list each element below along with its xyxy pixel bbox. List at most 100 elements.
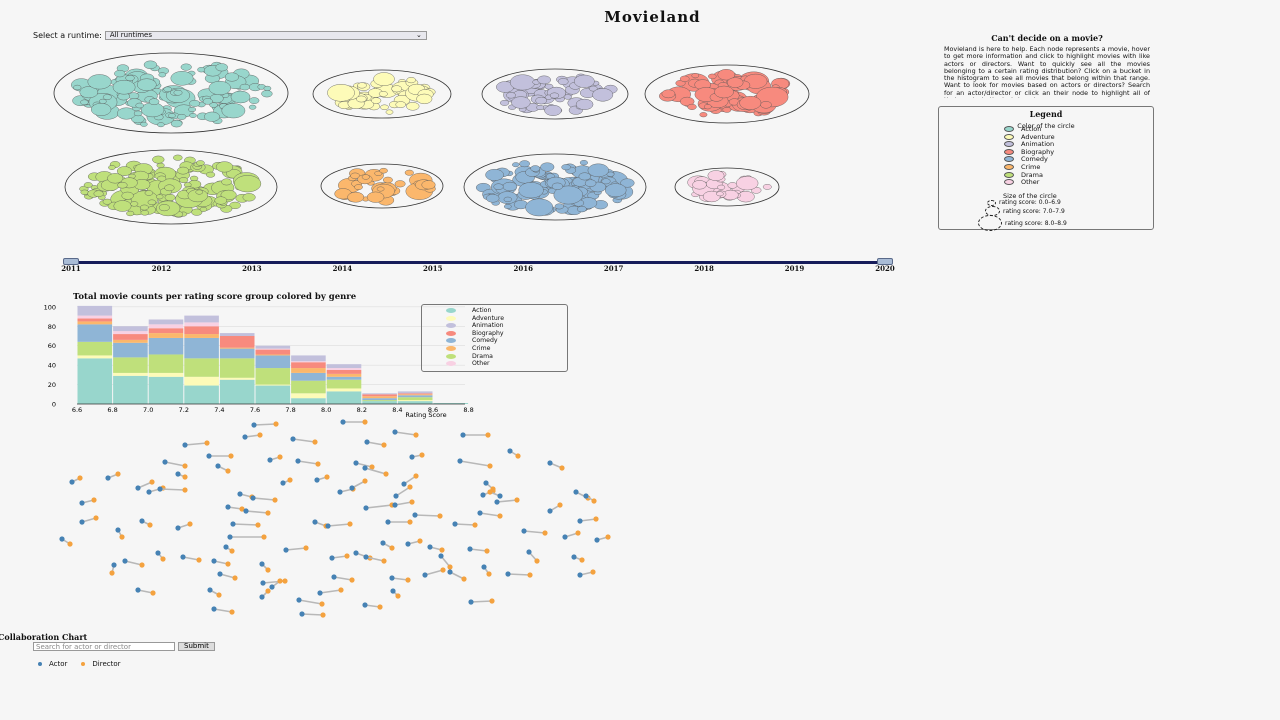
actor-node[interactable] — [267, 457, 273, 463]
director-node[interactable] — [389, 545, 395, 551]
collaboration-link[interactable] — [211, 606, 235, 615]
histogram-bar-segment[interactable] — [219, 348, 255, 359]
histogram-bar-segment[interactable] — [219, 358, 255, 378]
histogram-bar-segment[interactable] — [255, 368, 291, 385]
actor-node[interactable] — [389, 575, 395, 581]
director-node[interactable] — [273, 421, 279, 427]
movie-node[interactable] — [206, 171, 216, 178]
collaboration-link[interactable] — [526, 549, 540, 564]
movie-node[interactable] — [107, 173, 124, 184]
actor-node[interactable] — [405, 541, 411, 547]
movie-node[interactable] — [537, 75, 551, 85]
actor-node[interactable] — [250, 495, 256, 501]
actor-node[interactable] — [211, 558, 217, 564]
movie-node[interactable] — [249, 97, 260, 104]
collaboration-link[interactable] — [594, 534, 611, 543]
collaboration-link[interactable] — [295, 458, 321, 467]
director-node[interactable] — [149, 479, 155, 485]
collaboration-link[interactable] — [401, 473, 419, 487]
movie-node[interactable] — [140, 204, 149, 211]
year-range-slider[interactable]: 2011 2012 2013 2014 2015 2016 2017 2018 2019 2020 — [61, 258, 895, 274]
movie-node[interactable] — [208, 80, 231, 95]
collaboration-link[interactable] — [211, 558, 231, 567]
collaboration-link[interactable] — [227, 534, 267, 540]
director-node[interactable] — [272, 497, 278, 503]
actor-node[interactable] — [295, 458, 301, 464]
actor-node[interactable] — [337, 489, 343, 495]
director-node[interactable] — [139, 562, 145, 568]
movie-node[interactable] — [544, 104, 562, 116]
collaboration-link[interactable] — [207, 587, 222, 598]
movie-node[interactable] — [221, 178, 232, 186]
director-node[interactable] — [487, 463, 493, 469]
actor-node[interactable] — [390, 588, 396, 594]
movie-node[interactable] — [680, 96, 695, 107]
actor-node[interactable] — [353, 550, 359, 556]
movie-node[interactable] — [601, 178, 611, 185]
movie-node[interactable] — [90, 103, 112, 116]
director-node[interactable] — [381, 442, 387, 448]
movie-node[interactable] — [691, 73, 700, 79]
movie-node[interactable] — [170, 71, 194, 86]
movie-node[interactable] — [536, 104, 545, 110]
collaboration-link[interactable] — [317, 587, 344, 596]
actor-node[interactable] — [409, 454, 415, 460]
movie-node[interactable] — [230, 90, 251, 104]
movie-node[interactable] — [378, 91, 388, 97]
actor-node[interactable] — [481, 564, 487, 570]
director-node[interactable] — [527, 572, 533, 578]
actor-node[interactable] — [422, 572, 428, 578]
collaboration-link[interactable] — [122, 558, 145, 568]
actor-node[interactable] — [105, 475, 111, 481]
actor-node[interactable] — [521, 528, 527, 534]
collaboration-link[interactable] — [521, 528, 548, 536]
histogram-bar-segment[interactable] — [326, 379, 362, 389]
movie-node[interactable] — [722, 107, 732, 113]
movie-node[interactable] — [762, 184, 772, 190]
movie-node[interactable] — [168, 113, 176, 119]
director-node[interactable] — [377, 604, 383, 610]
collaboration-link[interactable] — [135, 479, 155, 491]
director-node[interactable] — [229, 609, 235, 615]
director-node[interactable] — [303, 545, 309, 551]
movie-node[interactable] — [574, 74, 595, 88]
actor-node[interactable] — [251, 422, 257, 428]
movie-node[interactable] — [707, 170, 725, 181]
director-node[interactable] — [542, 530, 548, 536]
director-node[interactable] — [319, 601, 325, 607]
movie-node[interactable] — [188, 106, 197, 112]
movie-node[interactable] — [518, 182, 544, 199]
actor-node[interactable] — [59, 536, 65, 542]
actor-node[interactable] — [477, 510, 483, 516]
director-node[interactable] — [282, 578, 288, 584]
movie-node[interactable] — [195, 189, 204, 195]
histogram-bar-segment[interactable] — [77, 358, 113, 404]
histogram-bar-segment[interactable] — [397, 397, 433, 401]
movie-node[interactable] — [173, 89, 183, 96]
collaboration-link[interactable] — [180, 554, 202, 563]
collaboration-link[interactable] — [457, 458, 493, 469]
movie-node[interactable] — [177, 166, 189, 175]
actor-node[interactable] — [363, 505, 369, 511]
director-node[interactable] — [485, 432, 491, 438]
actor-node[interactable] — [393, 493, 399, 499]
histogram-bar-segment[interactable] — [77, 355, 113, 359]
actor-node[interactable] — [227, 534, 233, 540]
movie-node[interactable] — [191, 208, 203, 216]
collaboration-link[interactable] — [109, 562, 117, 576]
collaboration-link[interactable] — [259, 588, 271, 600]
movie-node[interactable] — [702, 190, 721, 203]
collaboration-link[interactable] — [460, 432, 491, 438]
movie-node[interactable] — [155, 194, 164, 200]
actor-node[interactable] — [111, 562, 117, 568]
movie-node[interactable] — [157, 122, 165, 128]
actor-node[interactable] — [207, 587, 213, 593]
movie-node[interactable] — [519, 160, 530, 168]
actor-node[interactable] — [180, 554, 186, 560]
director-node[interactable] — [383, 471, 389, 477]
actor-node[interactable] — [135, 587, 141, 593]
actor-node[interactable] — [480, 492, 486, 498]
histogram-bar-segment[interactable] — [184, 334, 219, 338]
actor-node[interactable] — [427, 544, 433, 550]
collaboration-link[interactable] — [139, 518, 153, 528]
